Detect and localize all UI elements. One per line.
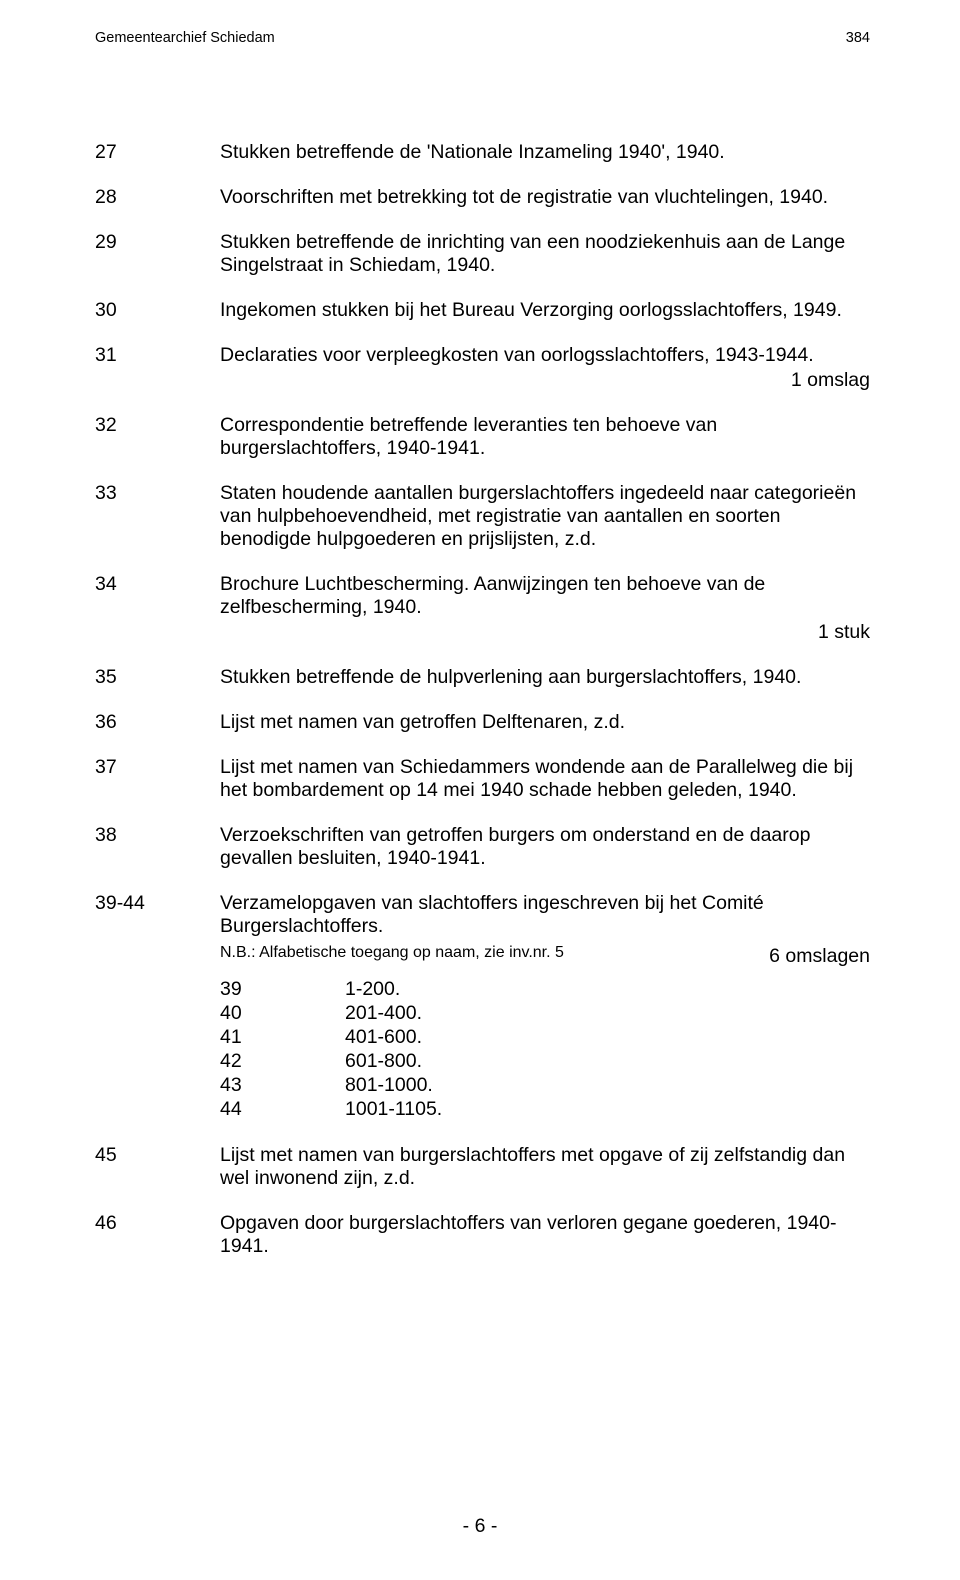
entry-row: 33 Staten houdende aantallen burgerslach…: [95, 482, 870, 551]
sub-range: 801-1000.: [345, 1074, 433, 1097]
entry-body: Opgaven door burgerslachtoffers van verl…: [220, 1212, 870, 1258]
entry-row-3944: 39-44 Verzamelopgaven van slachtoffers i…: [95, 892, 870, 1122]
entry-row: 30 Ingekomen stukken bij het Bureau Verz…: [95, 299, 870, 322]
entry-number: 32: [95, 414, 220, 460]
entry-body: Verzoekschriften van getroffen burgers o…: [220, 824, 870, 870]
sub-item: 42 601-800.: [220, 1050, 870, 1073]
sub-range: 401-600.: [345, 1026, 422, 1049]
entry-number: 33: [95, 482, 220, 551]
entry-number: 39-44: [95, 892, 220, 1122]
entry-text: Lijst met namen van burgerslachtoffers m…: [220, 1144, 870, 1190]
entry-text: Stukken betreffende de hulpverlening aan…: [220, 666, 870, 689]
entry-number: 34: [95, 573, 220, 644]
entry-body: Lijst met namen van getroffen Delftenare…: [220, 711, 870, 734]
sub-range: 1-200.: [345, 978, 400, 1001]
entry-row: 28 Voorschriften met betrekking tot de r…: [95, 186, 870, 209]
entry-text: Brochure Luchtbescherming. Aanwijzingen …: [220, 573, 870, 619]
entry-text: Stukken betreffende de inrichting van ee…: [220, 231, 870, 277]
entry-note: 1 stuk: [220, 621, 870, 644]
sub-number: 39: [220, 978, 345, 1001]
sub-item: 40 201-400.: [220, 1002, 870, 1025]
entry-row: 38 Verzoekschriften van getroffen burger…: [95, 824, 870, 870]
sub-item: 44 1001-1105.: [220, 1098, 870, 1121]
entry-number: 45: [95, 1144, 220, 1190]
header-left: Gemeentearchief Schiedam: [95, 30, 275, 46]
page-footer: - 6 -: [0, 1515, 960, 1538]
entry-number: 31: [95, 344, 220, 392]
page-container: Gemeentearchief Schiedam 384 27 Stukken …: [0, 0, 960, 1320]
entry-body: Staten houdende aantallen burgerslachtof…: [220, 482, 870, 551]
entry-number: 30: [95, 299, 220, 322]
sub-item: 43 801-1000.: [220, 1074, 870, 1097]
entry-body: Brochure Luchtbescherming. Aanwijzingen …: [220, 573, 870, 644]
entries-list: 27 Stukken betreffende de 'Nationale Inz…: [95, 141, 870, 1258]
entry-text: Declaraties voor verpleegkosten van oorl…: [220, 344, 870, 367]
entry-text: Voorschriften met betrekking tot de regi…: [220, 186, 870, 209]
entry-body: Voorschriften met betrekking tot de regi…: [220, 186, 870, 209]
header-right: 384: [846, 30, 870, 46]
sub-number: 43: [220, 1074, 345, 1097]
entry-row: 29 Stukken betreffende de inrichting van…: [95, 231, 870, 277]
entry-row: 31 Declaraties voor verpleegkosten van o…: [95, 344, 870, 392]
entry-number: 35: [95, 666, 220, 689]
entry-body: Lijst met namen van burgerslachtoffers m…: [220, 1144, 870, 1190]
entry-row: 37 Lijst met namen van Schiedammers wond…: [95, 756, 870, 802]
entry-body: Stukken betreffende de inrichting van ee…: [220, 231, 870, 277]
entry-row: 36 Lijst met namen van getroffen Delften…: [95, 711, 870, 734]
sub-range: 601-800.: [345, 1050, 422, 1073]
entry-number: 28: [95, 186, 220, 209]
entry-body: Ingekomen stukken bij het Bureau Verzorg…: [220, 299, 870, 322]
sub-range: 201-400.: [345, 1002, 422, 1025]
entry-body: Stukken betreffende de 'Nationale Inzame…: [220, 141, 870, 164]
entry-body: Verzamelopgaven van slachtoffers ingesch…: [220, 892, 870, 1122]
entry-text: Verzamelopgaven van slachtoffers ingesch…: [220, 892, 870, 938]
entry-number: 46: [95, 1212, 220, 1258]
sub-number: 41: [220, 1026, 345, 1049]
entry-text: Correspondentie betreffende leveranties …: [220, 414, 870, 460]
entry-row: 35 Stukken betreffende de hulpverlening …: [95, 666, 870, 689]
entry-row: 45 Lijst met namen van burgerslachtoffer…: [95, 1144, 870, 1190]
entry-text: Lijst met namen van Schiedammers wondend…: [220, 756, 870, 802]
entry-number: 37: [95, 756, 220, 802]
sub-number: 42: [220, 1050, 345, 1073]
entry-number: 29: [95, 231, 220, 277]
sub-range: 1001-1105.: [345, 1098, 442, 1121]
page-header: Gemeentearchief Schiedam 384: [95, 30, 870, 46]
sub-number: 44: [220, 1098, 345, 1121]
entry-body: Correspondentie betreffende leveranties …: [220, 414, 870, 460]
entry-row: 32 Correspondentie betreffende leveranti…: [95, 414, 870, 460]
entry-row: 46 Opgaven door burgerslachtoffers van v…: [95, 1212, 870, 1258]
entry-number: 36: [95, 711, 220, 734]
entry-text: Ingekomen stukken bij het Bureau Verzorg…: [220, 299, 870, 322]
sub-number: 40: [220, 1002, 345, 1025]
entry-body: Declaraties voor verpleegkosten van oorl…: [220, 344, 870, 392]
entry-text: Opgaven door burgerslachtoffers van verl…: [220, 1212, 870, 1258]
entry-text: Verzoekschriften van getroffen burgers o…: [220, 824, 870, 870]
entry-note: 1 omslag: [220, 369, 870, 392]
entry-body: Lijst met namen van Schiedammers wondend…: [220, 756, 870, 802]
entry-body: Stukken betreffende de hulpverlening aan…: [220, 666, 870, 689]
entry-row: 27 Stukken betreffende de 'Nationale Inz…: [95, 141, 870, 164]
entry-row: 34 Brochure Luchtbescherming. Aanwijzing…: [95, 573, 870, 644]
sub-list: 39 1-200. 40 201-400. 41 401-600. 42 601…: [220, 978, 870, 1121]
entry-text: Staten houdende aantallen burgerslachtof…: [220, 482, 870, 551]
entry-text: Stukken betreffende de 'Nationale Inzame…: [220, 141, 870, 164]
sub-item: 41 401-600.: [220, 1026, 870, 1049]
entry-number: 38: [95, 824, 220, 870]
entry-text: Lijst met namen van getroffen Delftenare…: [220, 711, 870, 734]
entry-number: 27: [95, 141, 220, 164]
sub-item: 39 1-200.: [220, 978, 870, 1001]
